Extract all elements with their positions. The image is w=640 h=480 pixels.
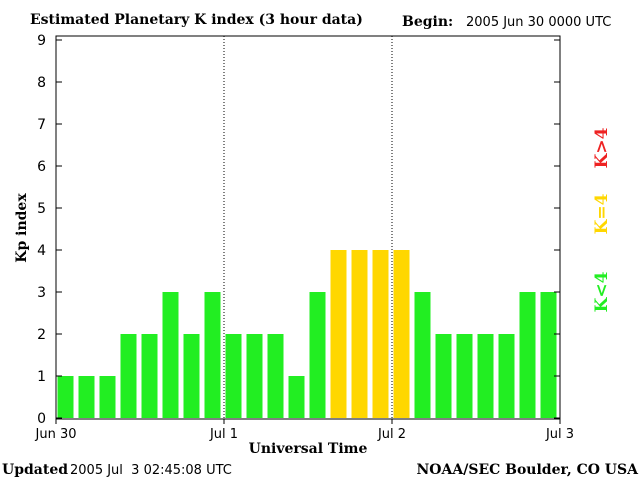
y-axis: 0 1 2 3 4 5 6 7 8 9 bbox=[37, 33, 560, 427]
kp-bar bbox=[519, 292, 536, 418]
kp-bar bbox=[309, 292, 326, 418]
x-axis-label: Universal Time bbox=[249, 441, 368, 457]
y-tick-label: 4 bbox=[37, 243, 46, 259]
y-axis-label: Kp index bbox=[14, 193, 30, 263]
kp-bar bbox=[204, 292, 221, 418]
y-tick-label: 0 bbox=[37, 411, 46, 427]
updated-label: Updated bbox=[2, 462, 68, 478]
y-tick-label: 1 bbox=[37, 369, 46, 385]
x-tick-label: Jun 30 bbox=[35, 427, 77, 442]
kp-bar bbox=[414, 292, 431, 418]
chart-title: Estimated Planetary K index (3 hour data… bbox=[30, 12, 363, 28]
kp-bar bbox=[99, 376, 116, 418]
bars-group bbox=[57, 250, 557, 418]
kp-bar bbox=[141, 334, 158, 418]
legend-k-above-4: K>4 bbox=[592, 127, 612, 168]
y-tick-label: 6 bbox=[37, 159, 46, 175]
credit-text: NOAA/SEC Boulder, CO USA bbox=[417, 462, 640, 478]
day-separators bbox=[223, 36, 393, 419]
kp-bar bbox=[57, 376, 74, 418]
x-tick-label: Jul 1 bbox=[209, 427, 238, 442]
y-tick-label: 5 bbox=[37, 201, 46, 217]
updated-value: 2005 Jul 3 02:45:08 UTC bbox=[70, 463, 232, 478]
x-axis: Jun 30 Jul 1 Jul 2 Jul 3 bbox=[35, 419, 574, 442]
kp-bar bbox=[498, 334, 515, 418]
kp-bar bbox=[330, 250, 347, 418]
kp-bar bbox=[267, 334, 284, 418]
kp-bar bbox=[372, 250, 389, 418]
y-tick-label: 2 bbox=[37, 327, 46, 343]
kp-bar bbox=[183, 334, 200, 418]
x-tick-label: Jul 2 bbox=[377, 427, 406, 442]
kp-bar bbox=[120, 334, 137, 418]
kp-bar bbox=[162, 292, 179, 418]
kp-bar bbox=[456, 334, 473, 418]
x-tick-label: Jul 3 bbox=[545, 427, 574, 442]
y-tick-label: 7 bbox=[37, 117, 46, 133]
y-tick-label: 3 bbox=[37, 285, 46, 301]
legend-k-equal-4: K=4 bbox=[592, 193, 612, 234]
plot-frame bbox=[55, 35, 561, 420]
begin-value: 2005 Jun 30 0000 UTC bbox=[466, 15, 611, 30]
y-tick-label: 8 bbox=[37, 75, 46, 91]
kp-bar bbox=[393, 250, 410, 418]
kp-bar bbox=[246, 334, 263, 418]
kp-bar bbox=[78, 376, 95, 418]
kp-bar bbox=[351, 250, 368, 418]
kp-bar bbox=[435, 334, 452, 418]
y-tick-label: 9 bbox=[37, 33, 46, 49]
begin-label: Begin: bbox=[402, 14, 453, 30]
legend-k-below-4: K<4 bbox=[592, 271, 612, 312]
kp-bar bbox=[288, 376, 305, 418]
kp-bar bbox=[540, 292, 557, 418]
kp-bar bbox=[477, 334, 494, 418]
kp-bar bbox=[225, 334, 242, 418]
